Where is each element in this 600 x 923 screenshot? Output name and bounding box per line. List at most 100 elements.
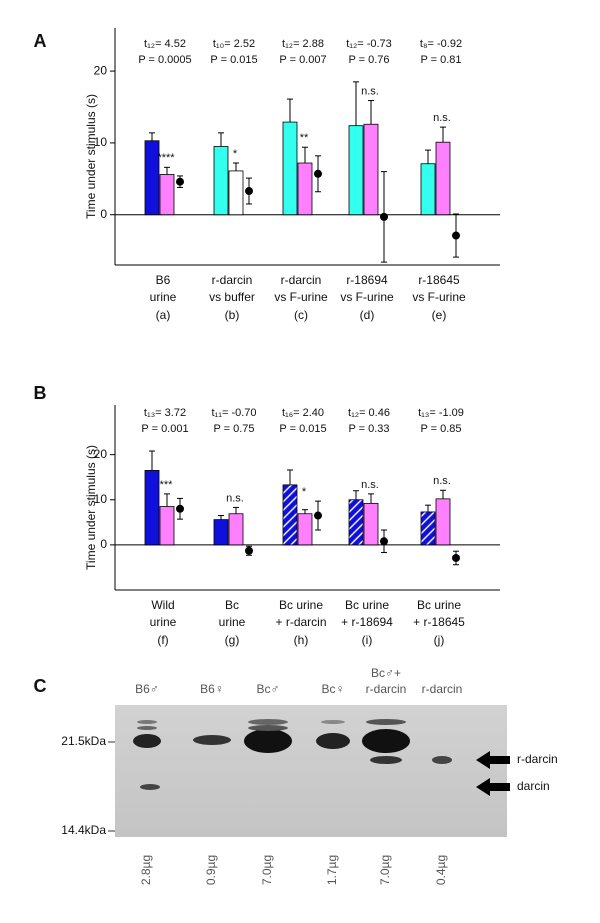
x-tick-label: vs F-urine — [274, 290, 328, 304]
difference-dot — [245, 187, 253, 196]
gel-image — [108, 705, 510, 837]
panel-label: B — [34, 383, 47, 403]
stat-label: P = 0.015 — [279, 423, 326, 435]
difference-dot — [452, 231, 460, 240]
difference-dot — [314, 169, 322, 178]
stat-label: t₁₆= 2.40 — [282, 407, 324, 419]
stat-label: t₁₂= 2.88 — [282, 38, 324, 50]
significance: * — [233, 148, 238, 160]
category-id: (c) — [294, 308, 308, 322]
bar — [213, 519, 229, 546]
bar — [348, 125, 364, 216]
bar — [159, 506, 175, 546]
stat-label: P = 0.85 — [420, 423, 461, 435]
significance: n.s. — [433, 112, 451, 124]
lane-label: Bc♀ — [321, 682, 344, 696]
category-id: (i) — [362, 633, 373, 647]
bar — [144, 470, 160, 546]
marker-label: 14.4kDa — [61, 823, 106, 837]
bar — [363, 502, 379, 546]
stat-label: P = 0.015 — [210, 54, 257, 66]
lane-label: B6♂ — [135, 682, 159, 696]
significance: ** — [300, 132, 309, 144]
stat-label: P = 0.81 — [420, 54, 461, 66]
bar — [282, 484, 298, 546]
y-tick-label: 0 — [100, 207, 107, 221]
x-tick-label: r-darcin — [212, 273, 253, 287]
bar — [435, 498, 451, 546]
bar — [297, 162, 313, 216]
lane-amount: 1.7µg — [325, 855, 339, 885]
stat-label: P = 0.0005 — [138, 54, 191, 66]
bar — [228, 513, 244, 546]
x-tick-label: r-darcin — [281, 273, 322, 287]
significance: n.s. — [361, 479, 379, 491]
stat-label: t₁₃= 3.72 — [144, 407, 186, 419]
lane-amount: 7.0µg — [378, 855, 392, 885]
x-tick-label: Bc urine — [345, 598, 389, 612]
x-tick-label: Bc urine — [279, 598, 323, 612]
bar — [435, 141, 451, 216]
stat-label: t₈= -0.92 — [420, 38, 462, 50]
x-tick-label: urine — [219, 615, 246, 629]
bar — [159, 174, 175, 216]
stat-label: t₁₃= -1.09 — [418, 407, 464, 419]
y-axis-label: Time under stimulus (s) — [84, 445, 98, 570]
lane-amount: 2.8µg — [139, 855, 153, 885]
significance: n.s. — [361, 85, 379, 97]
x-tick-label: vs buffer — [209, 290, 255, 304]
bar — [297, 513, 313, 546]
stat-label: P = 0.76 — [348, 54, 389, 66]
y-tick-label: 20 — [94, 447, 108, 461]
significance: **** — [157, 152, 175, 164]
bar — [363, 123, 379, 216]
significance: * — [302, 486, 307, 498]
significance: n.s. — [226, 492, 244, 504]
lane-amount: 0.9µg — [204, 855, 218, 885]
x-tick-label: Bc — [225, 598, 239, 612]
stat-label: t₁₀= 2.52 — [213, 38, 255, 50]
lane-amount: 7.0µg — [260, 855, 274, 885]
x-tick-label: vs F-urine — [412, 290, 466, 304]
category-id: (b) — [225, 308, 240, 322]
category-id: (j) — [434, 633, 445, 647]
x-tick-label: + r-darcin — [275, 615, 326, 629]
arrow-label: r-darcin — [517, 752, 558, 766]
difference-dot — [380, 212, 388, 221]
stat-label: P = 0.001 — [141, 423, 188, 435]
lane-label: Bc♂ — [256, 682, 279, 696]
category-id: (a) — [156, 308, 171, 322]
category-id: (e) — [432, 308, 447, 322]
difference-dot — [176, 504, 184, 513]
difference-dot — [314, 511, 322, 520]
stat-label: P = 0.007 — [279, 54, 326, 66]
stat-label: t₁₂= 4.52 — [144, 38, 186, 50]
panel-label: A — [34, 31, 47, 51]
y-tick-label: 0 — [100, 537, 107, 551]
lane-amount: 0.4µg — [434, 855, 448, 885]
lane-label: Bc♂+ — [371, 666, 401, 680]
marker-label: 21.5kDa — [61, 734, 106, 748]
difference-dot — [380, 537, 388, 546]
difference-dot — [452, 553, 460, 562]
bar — [213, 146, 229, 216]
significance: *** — [160, 479, 174, 491]
bar — [420, 163, 436, 216]
bar — [282, 121, 298, 216]
arrow-label: darcin — [517, 779, 550, 793]
lane-label: r-darcin — [422, 682, 463, 696]
panel-label: C — [34, 676, 47, 696]
x-tick-label: B6 — [156, 273, 171, 287]
x-tick-label: urine — [150, 615, 177, 629]
difference-dot — [176, 177, 184, 186]
bar — [144, 140, 160, 216]
stat-label: P = 0.33 — [348, 423, 389, 435]
x-tick-label: r-18645 — [418, 273, 460, 287]
stat-label: t₁₂= -0.73 — [346, 38, 392, 50]
x-tick-label: + r-18694 — [341, 615, 393, 629]
bar — [348, 499, 364, 546]
category-id: (g) — [225, 633, 240, 647]
bar — [420, 511, 436, 546]
stat-label: P = 0.75 — [213, 423, 254, 435]
